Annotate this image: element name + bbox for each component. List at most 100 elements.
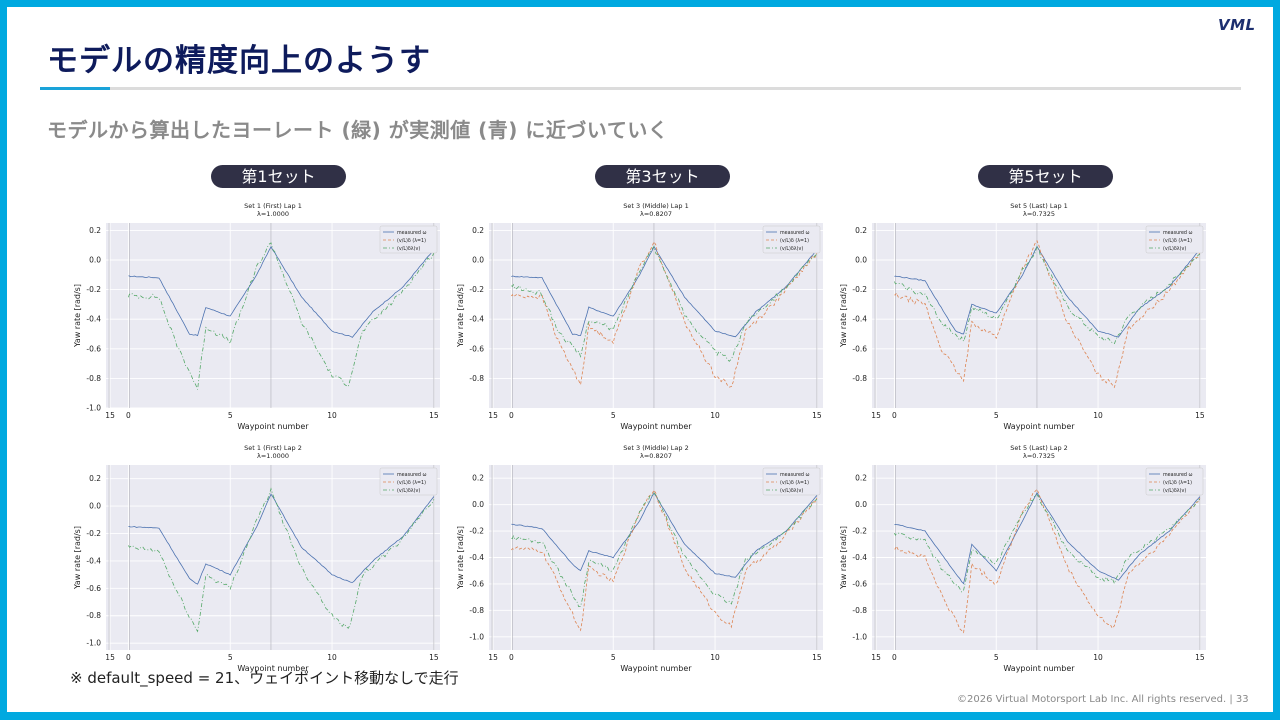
- x-tick-label: 5: [611, 653, 616, 662]
- legend-label: measured ω: [397, 472, 427, 478]
- yaw-rate-chart-3: Set 5 (Last) Lap 1λ=0.7325 0.2 0.0 -0.2 -0.4…: [839, 202, 1206, 431]
- x-tick-label: 10: [710, 653, 720, 662]
- x-tick-label: 15: [488, 653, 498, 662]
- legend-label: (v/L)δ (λ=1): [1163, 238, 1192, 244]
- y-tick-label: -0.6: [469, 344, 484, 353]
- y-axis-label: Yaw rate [rad/s]: [839, 526, 848, 590]
- legend-label: (v/L)δ (λ=1): [780, 238, 809, 244]
- y-tick-label: -0.8: [86, 374, 101, 383]
- y-axis-label: Yaw rate [rad/s]: [839, 284, 848, 348]
- page-subtitle: モデルから算出したヨーレート (緑) が実測値 (青) に近づいていく: [47, 118, 669, 142]
- chart-lambda: λ=0.8207: [640, 210, 672, 218]
- legend-label: (v/L)δλ(v): [1163, 488, 1186, 494]
- legend-label: (v/L)δ (λ=1): [1163, 480, 1192, 486]
- yaw-rate-chart-1: Set 1 (First) Lap 1λ=1.0000 0.2 0.0 -0.2 -0.…: [73, 202, 440, 431]
- legend-label: (v/L)δλ(v): [1163, 246, 1186, 252]
- y-axis-label: Yaw rate [rad/s]: [73, 284, 82, 348]
- vml-logo: VML: [1218, 16, 1256, 34]
- x-tick-label: 15: [1195, 653, 1205, 662]
- legend-label: (v/L)δλ(v): [780, 246, 803, 252]
- x-axis-label: Waypoint number: [620, 422, 692, 431]
- y-tick-label: -0.6: [852, 344, 867, 353]
- y-tick-label: -0.4: [86, 556, 101, 565]
- x-tick-label: 15: [812, 411, 822, 420]
- x-tick-label: 15: [429, 653, 439, 662]
- legend-label: (v/L)δ (λ=1): [397, 480, 426, 486]
- y-tick-label: -0.6: [86, 344, 101, 353]
- legend-label: (v/L)δ (λ=1): [780, 480, 809, 486]
- series-line: [511, 492, 818, 578]
- y-tick-label: -1.0: [86, 639, 101, 648]
- y-tick-label: 0.2: [855, 474, 867, 483]
- y-tick-label: 0.0: [89, 256, 101, 265]
- y-tick-label: 0.0: [89, 502, 101, 511]
- chart-lambda: λ=1.0000: [257, 452, 289, 460]
- chart-title: Set 5 (Last) Lap 1: [1010, 202, 1068, 210]
- y-tick-label: -0.2: [469, 527, 484, 536]
- x-tick-label: 5: [228, 653, 233, 662]
- series-line: [128, 493, 435, 585]
- series-line: [894, 245, 1201, 338]
- y-tick-label: 0.0: [472, 500, 484, 509]
- series-line: [128, 487, 435, 633]
- chart-title: Set 1 (First) Lap 1: [244, 202, 302, 210]
- legend-box: [379, 225, 438, 254]
- set-1-header: 第1セット: [211, 165, 346, 188]
- slide: VML モデルの精度向上のようす モデルから算出したヨーレート (緑) が実測値…: [7, 7, 1273, 712]
- x-tick-label: 0: [892, 653, 897, 662]
- y-tick-label: -0.8: [852, 606, 867, 615]
- y-axis-label: Yaw rate [rad/s]: [456, 284, 465, 348]
- x-tick-label: 5: [611, 411, 616, 420]
- y-tick-label: -0.2: [852, 527, 867, 536]
- y-tick-label: -1.0: [469, 632, 484, 641]
- x-tick-label: 5: [994, 653, 999, 662]
- series-line: [511, 245, 818, 362]
- series-line: [128, 245, 435, 338]
- legend-label: (v/L)δλ(v): [397, 246, 420, 252]
- y-axis-label: Yaw rate [rad/s]: [73, 526, 82, 590]
- y-tick-label: -0.8: [469, 374, 484, 383]
- x-tick-label: 15: [429, 411, 439, 420]
- series-line: [894, 245, 1201, 345]
- chart-lambda: λ=0.7325: [1023, 210, 1055, 218]
- y-tick-label: -0.4: [469, 553, 484, 562]
- x-tick-label: 10: [1093, 653, 1103, 662]
- copyright-footer: ©2026 Virtual Motorsport Lab Inc. All ri…: [957, 694, 1249, 705]
- y-tick-label: -0.2: [469, 285, 484, 294]
- x-tick-label: 0: [509, 653, 514, 662]
- y-tick-label: -1.0: [852, 632, 867, 641]
- legend-box: [762, 225, 821, 254]
- chart-title: Set 3 (Middle) Lap 1: [623, 202, 688, 210]
- y-tick-label: -0.8: [469, 606, 484, 615]
- x-tick-label: 15: [105, 653, 115, 662]
- legend-label: measured ω: [1163, 230, 1193, 236]
- x-tick-label: 15: [1195, 411, 1205, 420]
- legend-label: (v/L)δ (λ=1): [397, 238, 426, 244]
- legend-box: [762, 467, 821, 496]
- y-tick-label: -0.6: [469, 579, 484, 588]
- y-tick-label: -0.2: [86, 285, 101, 294]
- footnote: ※ default_speed = 21、ウェイポイント移動なしで走行: [70, 669, 459, 687]
- x-tick-label: 0: [892, 411, 897, 420]
- x-tick-label: 0: [126, 411, 131, 420]
- yaw-rate-chart-5: Set 3 (Middle) Lap 2λ=0.8207 0.2 0.0 -0.2 -0…: [456, 444, 823, 673]
- yaw-rate-chart-2: Set 3 (Middle) Lap 1λ=0.8207 0.2 0.0 -0.2 -0…: [456, 202, 823, 431]
- legend-box: [379, 467, 438, 496]
- set-5-header: 第5セット: [978, 165, 1113, 188]
- plot-area: [872, 223, 1206, 408]
- y-tick-label: -0.8: [852, 374, 867, 383]
- y-tick-label: -0.2: [852, 285, 867, 294]
- y-tick-label: -1.0: [86, 404, 101, 413]
- y-tick-label: -0.4: [852, 315, 867, 324]
- series-line: [894, 494, 1201, 593]
- set-3-header: 第3セット: [595, 165, 730, 188]
- x-tick-label: 15: [871, 653, 881, 662]
- x-tick-label: 10: [1093, 411, 1103, 420]
- title-divider: [40, 87, 1241, 90]
- y-tick-label: 0.0: [855, 256, 867, 265]
- x-tick-label: 10: [327, 411, 337, 420]
- x-axis-label: Waypoint number: [237, 664, 309, 673]
- chart-title: Set 5 (Last) Lap 2: [1010, 444, 1068, 452]
- y-tick-label: 0.2: [89, 226, 101, 235]
- series-line: [511, 245, 818, 338]
